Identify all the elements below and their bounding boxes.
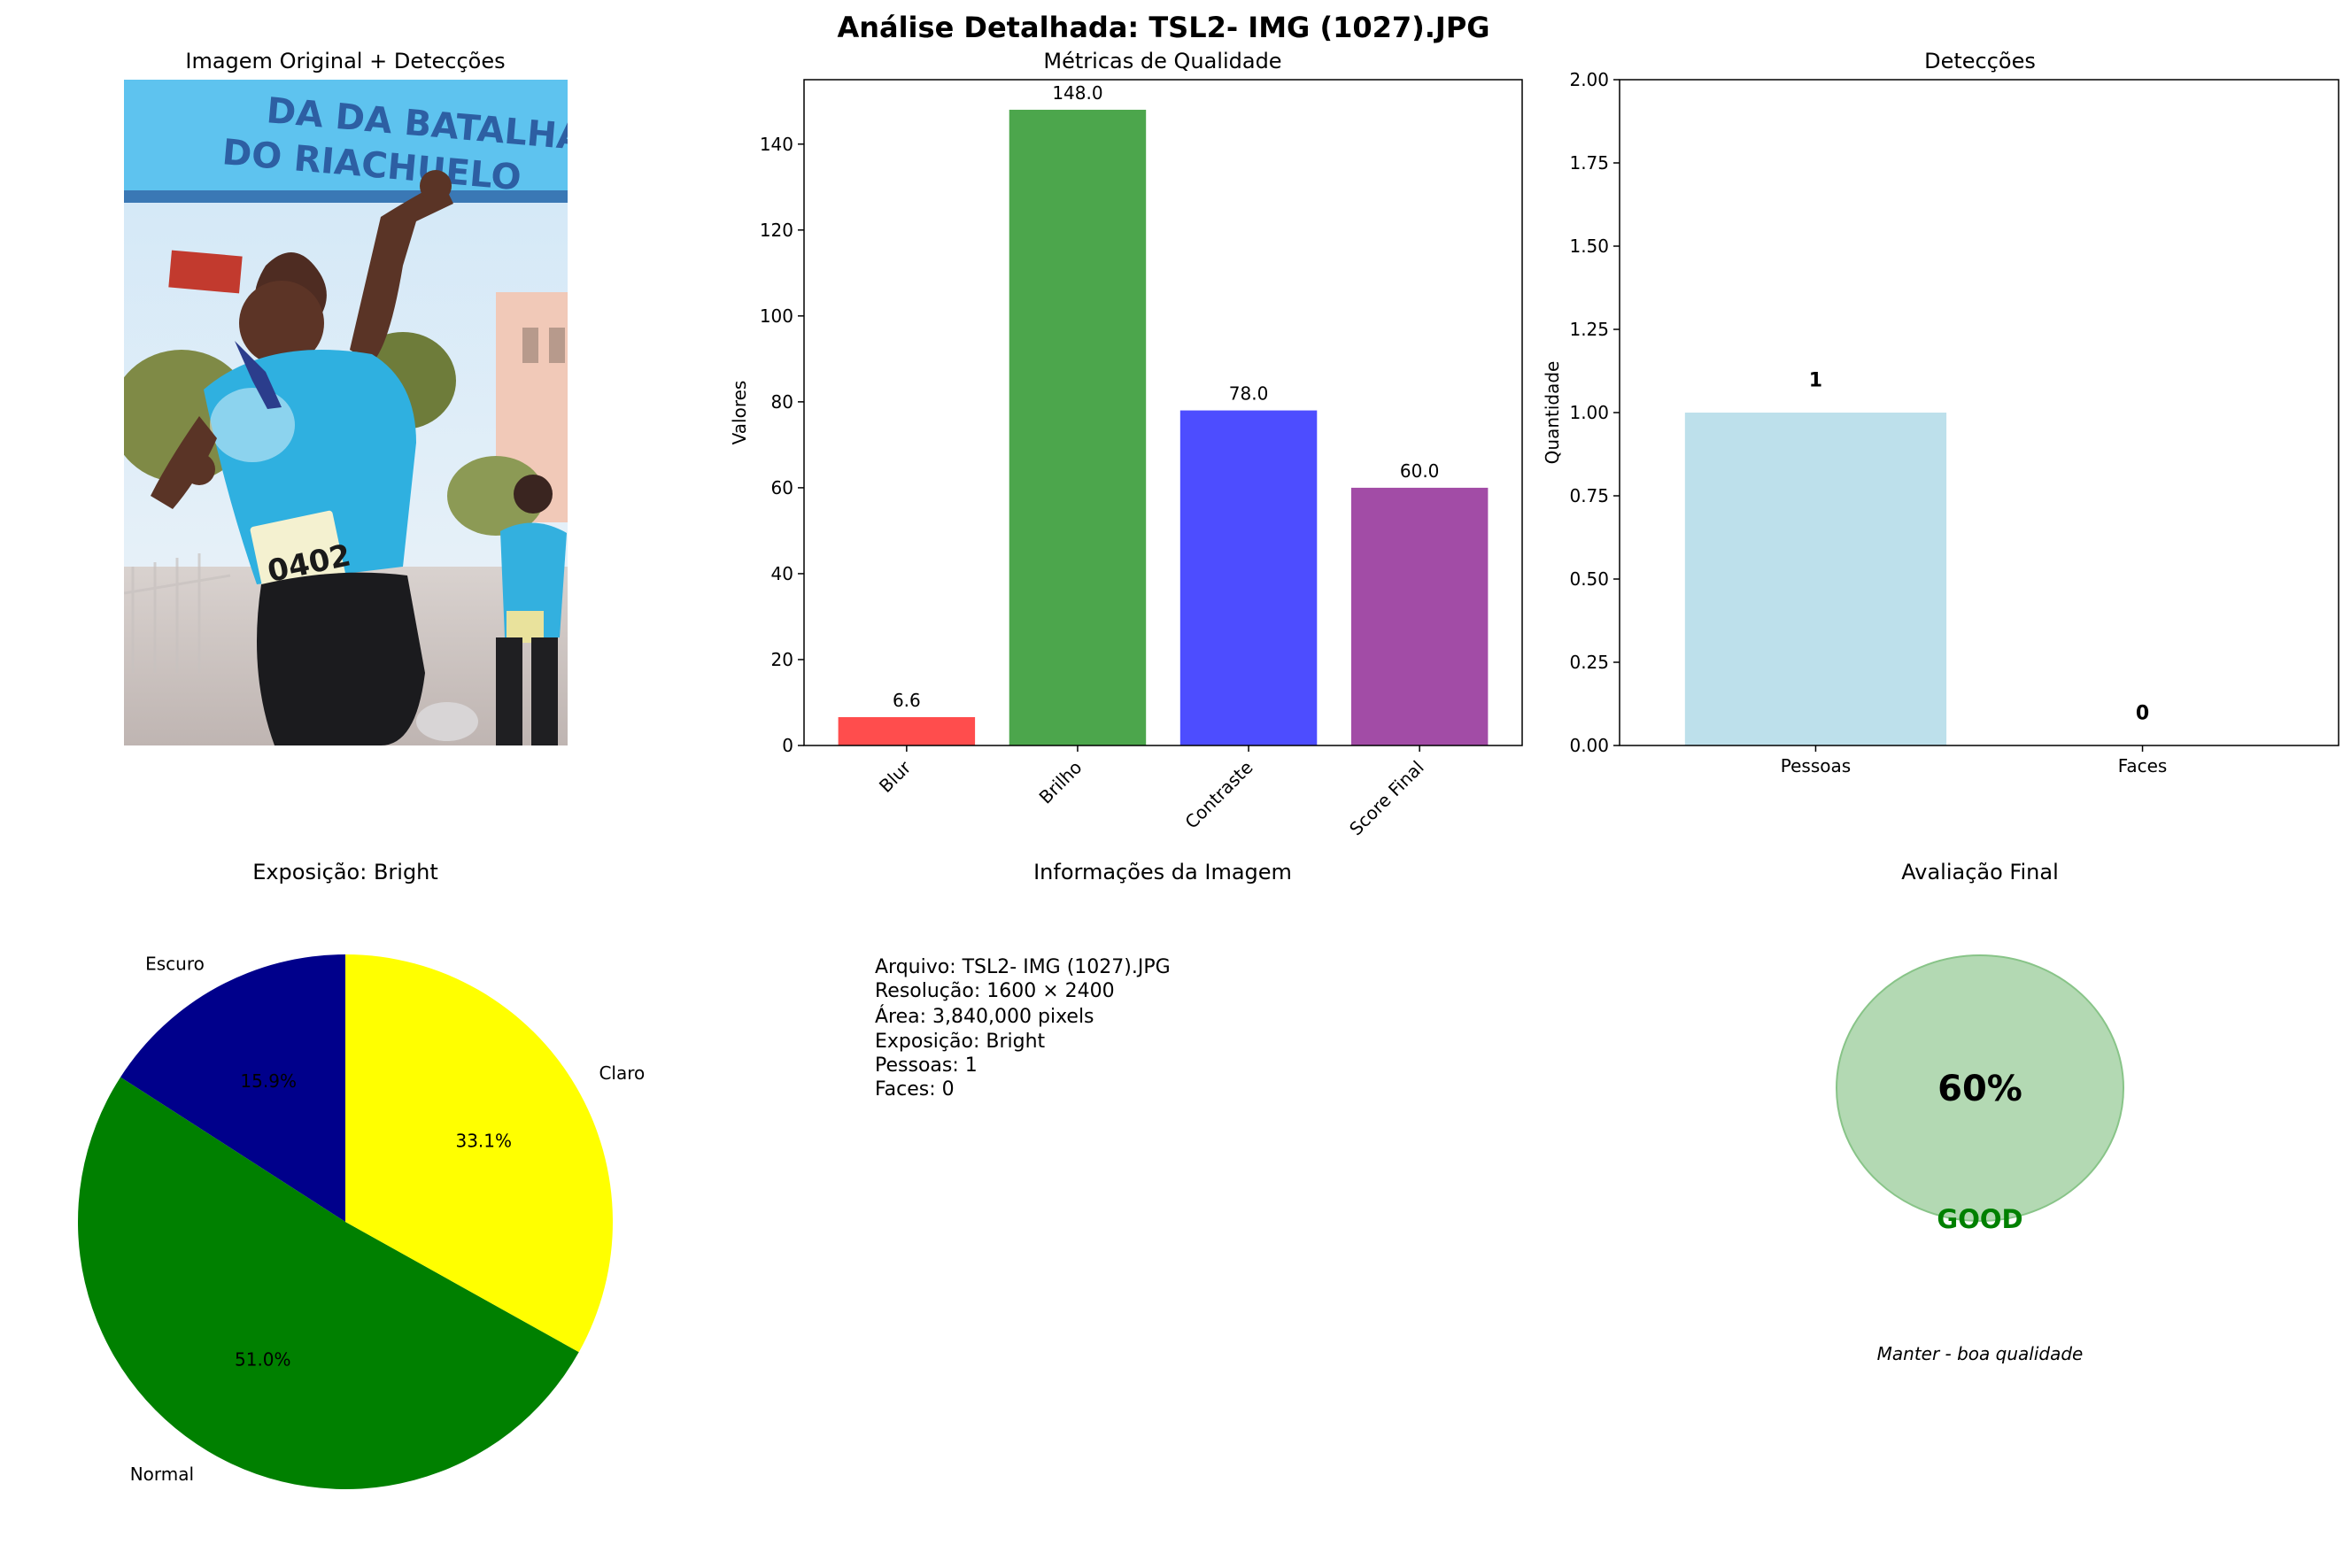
- quality-value-label-2: 78.0: [1229, 383, 1269, 405]
- quality-bar-3: [1350, 487, 1489, 745]
- pie-slice-claro: [345, 954, 614, 1353]
- quality-y-tick-label-2: 40: [771, 563, 793, 584]
- finish-banner: [124, 80, 568, 199]
- info-text-block: Arquivo: TSL2- IMG (1027).JPG Resolução:…: [875, 956, 1171, 1101]
- detections-plot-frame: [1619, 79, 2339, 746]
- main-runner: 0402: [151, 170, 478, 745]
- detections-y-tick-label-2: 0.50: [1569, 568, 1609, 590]
- detections-y-tick-label-6: 1.50: [1569, 236, 1609, 257]
- info-line-people: Pessoas: 1: [875, 1054, 978, 1077]
- quality-x-axis: Blur Brilho Contraste Score Final: [875, 745, 1428, 839]
- quality-y-tick-label-7: 140: [760, 134, 793, 155]
- original-photo: DA DA BATALHA DO RIACHUELO: [124, 80, 568, 745]
- pie-pct-normal: 51.0%: [235, 1348, 291, 1370]
- quality-x-tick-label-3: Score Final: [1345, 757, 1428, 840]
- quality-y-tick-label-0: 0: [782, 735, 793, 756]
- detections-y-axis: 0.00 0.25 0.50 0.75 1.00 1.25 1.50 1.75 2.00: [1569, 69, 1620, 756]
- photo-title: Imagem Original + Detecções: [185, 49, 505, 73]
- quality-bar-0: [838, 716, 976, 745]
- detections-x-tick-label-0: Pessoas: [1781, 755, 1851, 776]
- quality-x-tick-label-2: Contraste: [1180, 757, 1257, 833]
- detections-y-tick-label-0: 0.00: [1569, 735, 1609, 756]
- quality-y-tick-label-1: 20: [771, 649, 793, 670]
- quality-value-label-0: 6.6: [893, 690, 921, 711]
- detections-x-tick-label-1: Faces: [2118, 755, 2168, 776]
- quality-y-tick-label-6: 120: [760, 220, 793, 241]
- detections-y-tick-label-3: 0.75: [1569, 485, 1609, 506]
- detections-y-tick-label-7: 1.75: [1569, 152, 1609, 174]
- exposure-pie: Escuro 15.9% Normal 51.0% Claro 33.1%: [78, 953, 645, 1489]
- exposure-chart-title: Exposição: Bright: [252, 860, 438, 884]
- second-runner: [496, 475, 567, 745]
- quality-value-label-1: 148.0: [1052, 82, 1102, 104]
- detections-y-tick-label-8: 2.00: [1569, 69, 1609, 90]
- quality-x-tick-label-1: Brilho: [1035, 757, 1087, 808]
- detections-x-axis: Pessoas Faces: [1781, 745, 2168, 776]
- pie-slice-normal: [78, 1077, 579, 1489]
- quality-y-label: Valores: [729, 381, 750, 445]
- quality-y-tick-label-4: 80: [771, 391, 793, 413]
- pie-label-escuro: Escuro: [145, 953, 205, 974]
- score-circle: [1836, 954, 2124, 1222]
- quality-value-label-3: 60.0: [1400, 460, 1440, 482]
- quality-y-tick-label-3: 60: [771, 477, 793, 498]
- pie-label-normal: Normal: [130, 1464, 194, 1485]
- pie-label-claro: Claro: [599, 1062, 645, 1084]
- quality-y-tick-label-5: 100: [760, 305, 793, 327]
- quality-plot-frame: [803, 79, 1523, 746]
- detections-bars: 10: [1684, 369, 2149, 745]
- info-line-exposure: Exposição: Bright: [875, 1031, 1046, 1053]
- info-line-file: Arquivo: TSL2- IMG (1027).JPG: [875, 956, 1171, 978]
- pie-slice-escuro: [120, 954, 345, 1222]
- score-percent: 60%: [1937, 1069, 2022, 1109]
- detections-value-label-0: 1: [1809, 369, 1822, 391]
- quality-bar-2: [1179, 410, 1318, 745]
- quality-chart-title: Métricas de Qualidade: [1043, 49, 1281, 73]
- quality-bars: 6.6 148.0 78.0 60.0: [838, 82, 1489, 745]
- final-title: Avaliação Final: [1901, 860, 2059, 884]
- quality-y-axis: 0 20 40 60 80 100 120 140: [760, 134, 804, 756]
- info-line-area: Área: 3,840,000 pixels: [875, 1005, 1094, 1028]
- info-line-faces: Faces: 0: [875, 1078, 955, 1101]
- detections-y-tick-label-1: 0.25: [1569, 652, 1609, 673]
- recommendation: Manter - boa qualidade: [1877, 1343, 2084, 1364]
- quality-x-tick-label-0: Blur: [875, 756, 916, 797]
- pie-pct-escuro: 15.9%: [240, 1070, 297, 1092]
- race-timer: [168, 250, 243, 294]
- detections-y-label: Quantidade: [1542, 361, 1563, 465]
- info-line-resolution: Resolução: 1600 × 2400: [875, 980, 1115, 1002]
- detections-chart-title: Detecções: [1924, 49, 2036, 73]
- detections-y-tick-label-4: 1.00: [1569, 402, 1609, 423]
- detections-bar-0: [1684, 413, 1947, 745]
- detections-value-label-1: 0: [2136, 702, 2149, 724]
- quality-grade: GOOD: [1937, 1204, 2022, 1234]
- quality-bar-1: [1009, 109, 1147, 745]
- pie-pct-claro: 33.1%: [455, 1130, 512, 1151]
- detections-y-tick-label-5: 1.25: [1569, 319, 1609, 340]
- figure-title: Análise Detalhada: TSL2- IMG (1027).JPG: [837, 11, 1489, 44]
- info-title: Informações da Imagem: [1033, 860, 1292, 884]
